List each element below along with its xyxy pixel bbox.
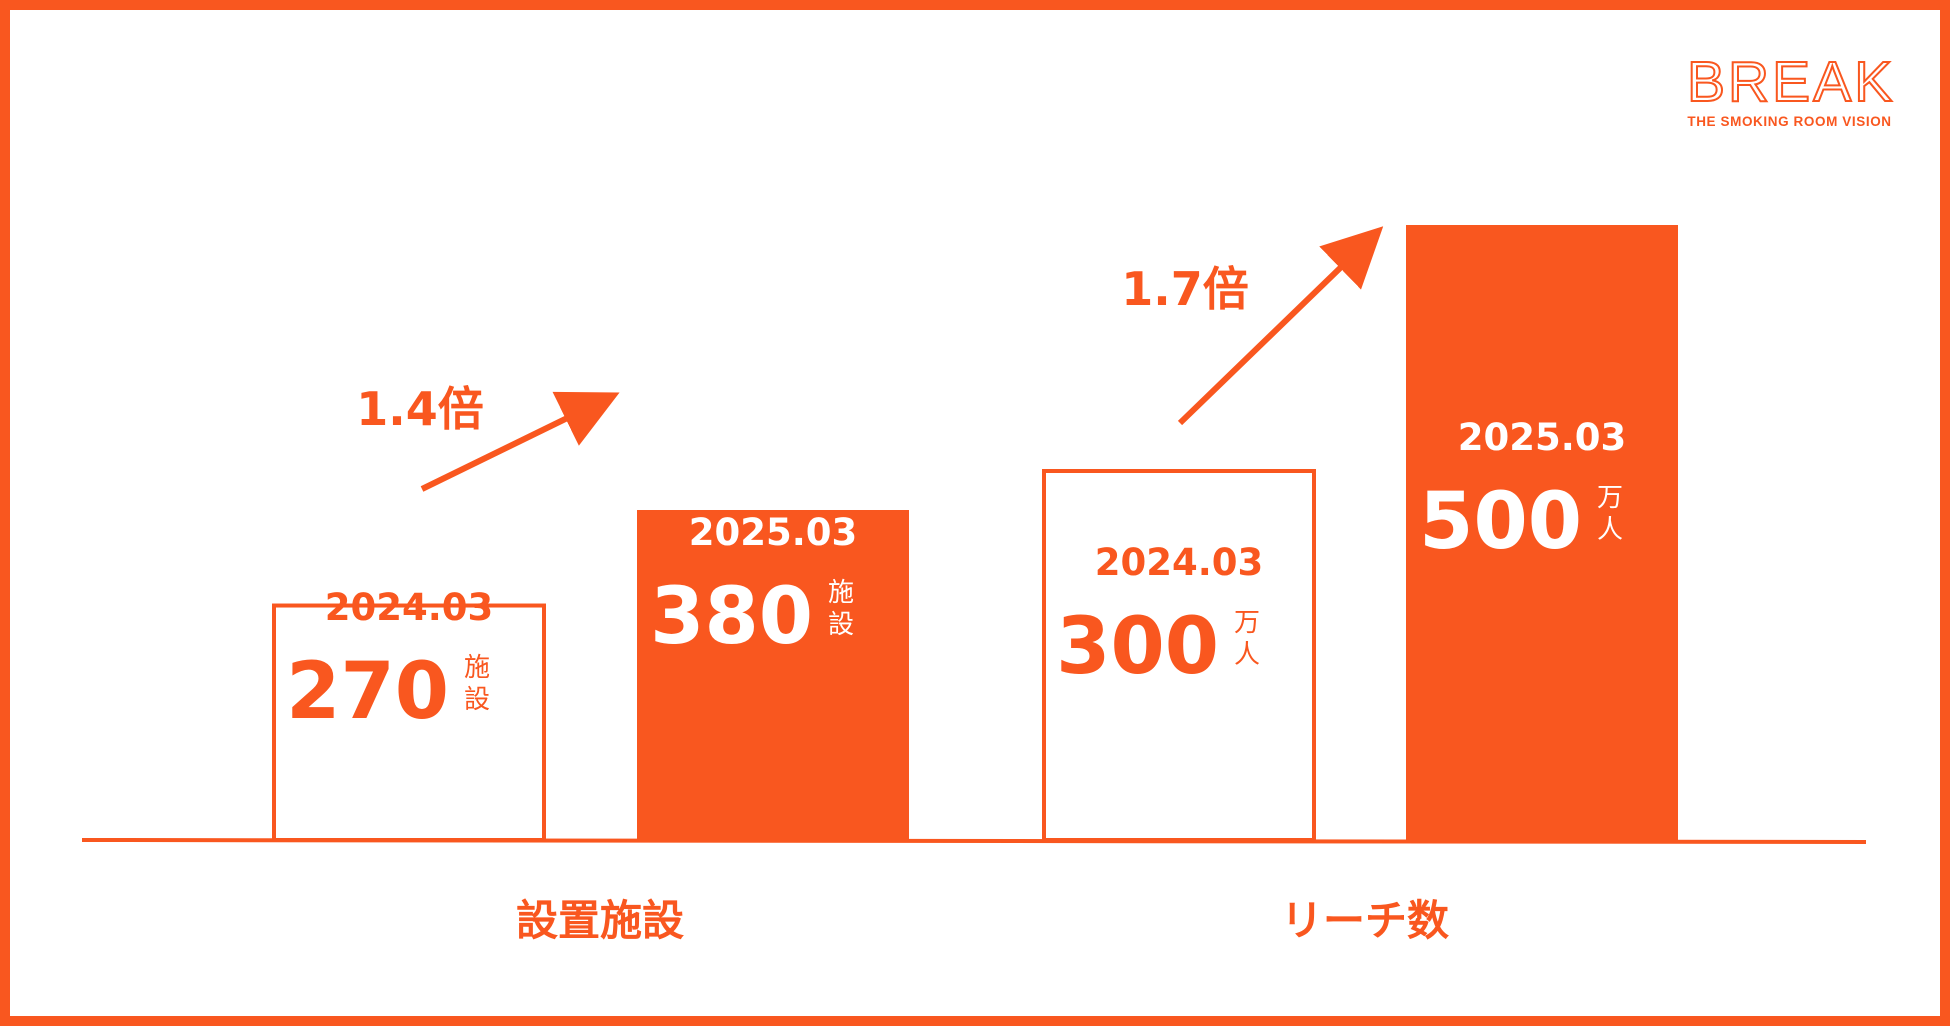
bar-date-label: 2024.03	[1095, 541, 1264, 584]
growth-arrow	[420, 391, 620, 492]
category-label: 設置施設	[516, 896, 684, 945]
bar-unit-char: 設	[464, 685, 490, 715]
logo-tagline: THE SMOKING ROOM VISION	[1687, 114, 1892, 129]
bar-unit-char: 人	[1597, 515, 1623, 545]
bar-value-label: 380	[650, 572, 813, 662]
bar-1-0	[1042, 469, 1316, 842]
growth-arrow	[1177, 226, 1384, 426]
bar-value-label: 270	[286, 647, 449, 737]
bar-unit-char: 万	[1597, 483, 1623, 513]
logo-wordmark: BREAK	[1686, 50, 1896, 114]
bar-unit-char: 施	[828, 578, 854, 608]
bar-date-label: 2024.03	[325, 586, 494, 629]
growth-ratio-label: 1.4倍	[356, 382, 484, 436]
bar-unit-char: 人	[1234, 640, 1260, 670]
bar-value-label: 300	[1056, 602, 1219, 692]
growth-ratio-label: 1.7倍	[1121, 262, 1249, 316]
bar-value-label: 500	[1419, 477, 1582, 567]
bar-date-label: 2025.03	[689, 511, 858, 554]
bar-0-0	[272, 603, 546, 842]
bar-date-label: 2025.03	[1458, 416, 1627, 459]
bar-1-1	[1406, 225, 1678, 840]
bar-0-1	[637, 510, 909, 840]
break-logo: BREAK THE SMOKING ROOM VISION	[1686, 50, 1896, 129]
bar-unit-char: 設	[828, 610, 854, 640]
bar-unit-char: 施	[464, 653, 490, 683]
category-label: リーチ数	[1281, 896, 1449, 945]
bar-unit-char: 万	[1234, 608, 1260, 638]
